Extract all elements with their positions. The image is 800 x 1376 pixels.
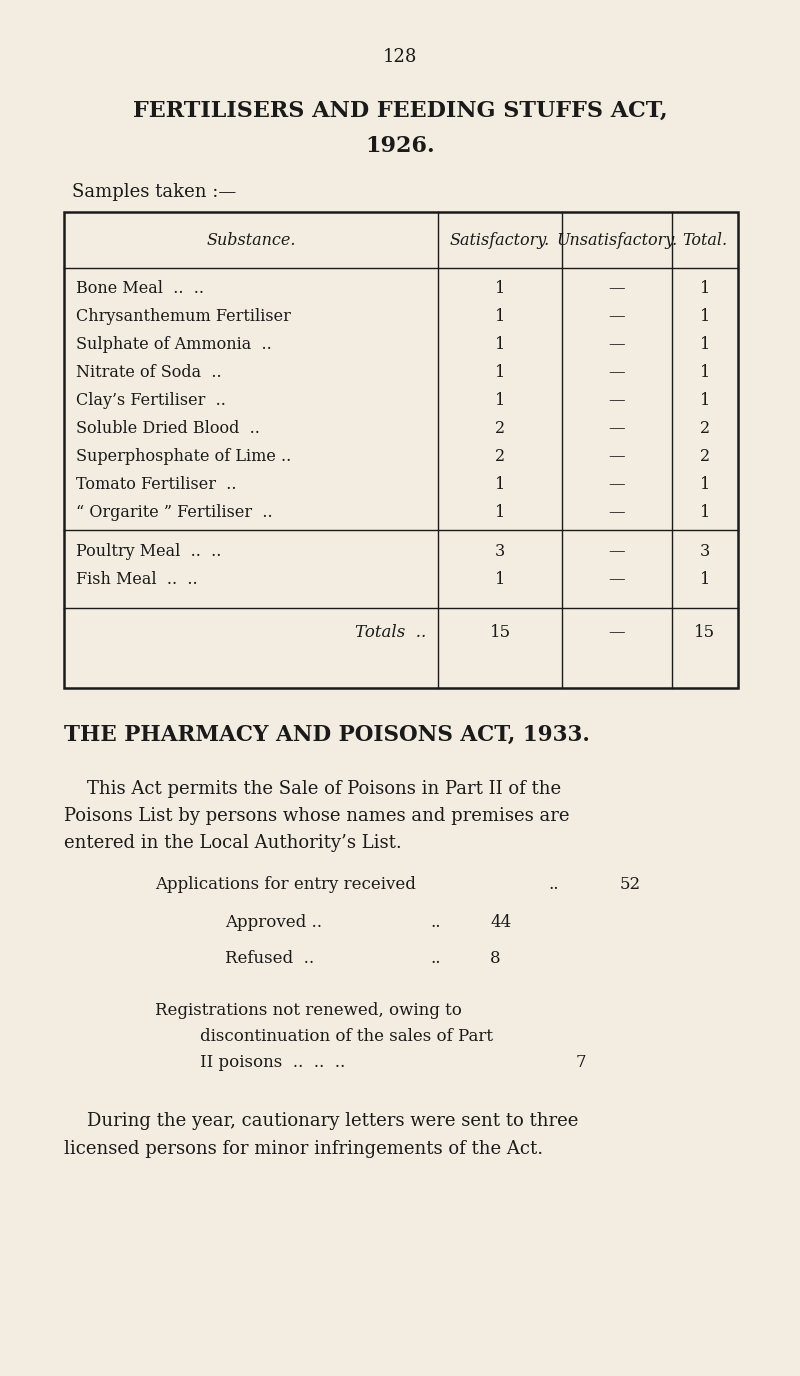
Text: entered in the Local Authority’s List.: entered in the Local Authority’s List. xyxy=(64,834,402,852)
Text: 1: 1 xyxy=(495,279,505,297)
Text: Samples taken :—: Samples taken :— xyxy=(72,183,236,201)
Text: Nitrate of Soda  ..: Nitrate of Soda .. xyxy=(76,365,222,381)
Text: 1: 1 xyxy=(495,392,505,409)
Text: 128: 128 xyxy=(383,48,417,66)
Text: 3: 3 xyxy=(700,544,710,560)
Text: —: — xyxy=(609,365,626,381)
Text: “ Orgarite ” Fertiliser  ..: “ Orgarite ” Fertiliser .. xyxy=(76,504,273,522)
Text: 1: 1 xyxy=(495,504,505,522)
Text: 15: 15 xyxy=(490,623,510,641)
Text: Soluble Dried Blood  ..: Soluble Dried Blood .. xyxy=(76,420,260,438)
Text: 1: 1 xyxy=(495,571,505,588)
Text: Sulphate of Ammonia  ..: Sulphate of Ammonia .. xyxy=(76,336,272,354)
Text: 1: 1 xyxy=(700,308,710,325)
Text: 1: 1 xyxy=(495,308,505,325)
Text: —: — xyxy=(609,476,626,493)
Text: —: — xyxy=(609,623,626,641)
Text: Bone Meal  ..  ..: Bone Meal .. .. xyxy=(76,279,204,297)
Text: Unsatisfactory.: Unsatisfactory. xyxy=(556,233,678,249)
Text: ..: .. xyxy=(430,949,441,967)
Text: —: — xyxy=(609,544,626,560)
Text: 1: 1 xyxy=(700,504,710,522)
Text: 7: 7 xyxy=(576,1054,586,1071)
Text: 1: 1 xyxy=(700,279,710,297)
Text: ..: .. xyxy=(430,914,441,932)
Text: —: — xyxy=(609,336,626,354)
Text: Tomato Fertiliser  ..: Tomato Fertiliser .. xyxy=(76,476,237,493)
Text: licensed persons for minor infringements of the Act.: licensed persons for minor infringements… xyxy=(64,1139,543,1159)
Text: 2: 2 xyxy=(700,449,710,465)
Text: 1: 1 xyxy=(700,476,710,493)
Text: 44: 44 xyxy=(490,914,511,932)
Text: Approved ..: Approved .. xyxy=(225,914,322,932)
Text: 1: 1 xyxy=(700,392,710,409)
Text: Refused  ..: Refused .. xyxy=(225,949,314,967)
Text: Registrations not renewed, owing to: Registrations not renewed, owing to xyxy=(155,1002,462,1020)
Text: —: — xyxy=(609,279,626,297)
Text: 52: 52 xyxy=(620,877,641,893)
Text: 1: 1 xyxy=(700,571,710,588)
Text: 15: 15 xyxy=(694,623,715,641)
Text: —: — xyxy=(609,392,626,409)
Text: FERTILISERS AND FEEDING STUFFS ACT,: FERTILISERS AND FEEDING STUFFS ACT, xyxy=(133,100,667,122)
Text: Satisfactory.: Satisfactory. xyxy=(450,233,550,249)
Text: 2: 2 xyxy=(700,420,710,438)
Text: Substance.: Substance. xyxy=(206,233,296,249)
Text: 1: 1 xyxy=(700,336,710,354)
Text: 1: 1 xyxy=(495,365,505,381)
Text: Fish Meal  ..  ..: Fish Meal .. .. xyxy=(76,571,198,588)
Text: —: — xyxy=(609,504,626,522)
Text: Poultry Meal  ..  ..: Poultry Meal .. .. xyxy=(76,544,222,560)
Text: Poisons List by persons whose names and premises are: Poisons List by persons whose names and … xyxy=(64,806,570,826)
Text: 2: 2 xyxy=(495,449,505,465)
Text: —: — xyxy=(609,308,626,325)
Text: Total.: Total. xyxy=(682,233,727,249)
Text: —: — xyxy=(609,420,626,438)
Text: —: — xyxy=(609,449,626,465)
Text: 8: 8 xyxy=(490,949,501,967)
Text: II poisons  ..  ..  ..: II poisons .. .. .. xyxy=(200,1054,346,1071)
Text: 2: 2 xyxy=(495,420,505,438)
Text: During the year, cautionary letters were sent to three: During the year, cautionary letters were… xyxy=(64,1112,578,1130)
Text: 3: 3 xyxy=(495,544,505,560)
Text: Chrysanthemum Fertiliser: Chrysanthemum Fertiliser xyxy=(76,308,291,325)
Text: 1: 1 xyxy=(495,336,505,354)
Text: Superphosphate of Lime ..: Superphosphate of Lime .. xyxy=(76,449,291,465)
Text: 1: 1 xyxy=(700,365,710,381)
Text: Totals  ..: Totals .. xyxy=(354,623,426,641)
Bar xyxy=(64,212,738,688)
Text: 1926.: 1926. xyxy=(365,135,435,157)
Text: THE PHARMACY AND POISONS ACT, 1933.: THE PHARMACY AND POISONS ACT, 1933. xyxy=(64,724,590,746)
Text: ..: .. xyxy=(548,877,558,893)
Text: 1: 1 xyxy=(495,476,505,493)
Text: This Act permits the Sale of Poisons in Part II of the: This Act permits the Sale of Poisons in … xyxy=(64,780,561,798)
Text: Applications for entry received: Applications for entry received xyxy=(155,877,416,893)
Text: —: — xyxy=(609,571,626,588)
Text: Clay’s Fertiliser  ..: Clay’s Fertiliser .. xyxy=(76,392,226,409)
Text: discontinuation of the sales of Part: discontinuation of the sales of Part xyxy=(200,1028,493,1044)
